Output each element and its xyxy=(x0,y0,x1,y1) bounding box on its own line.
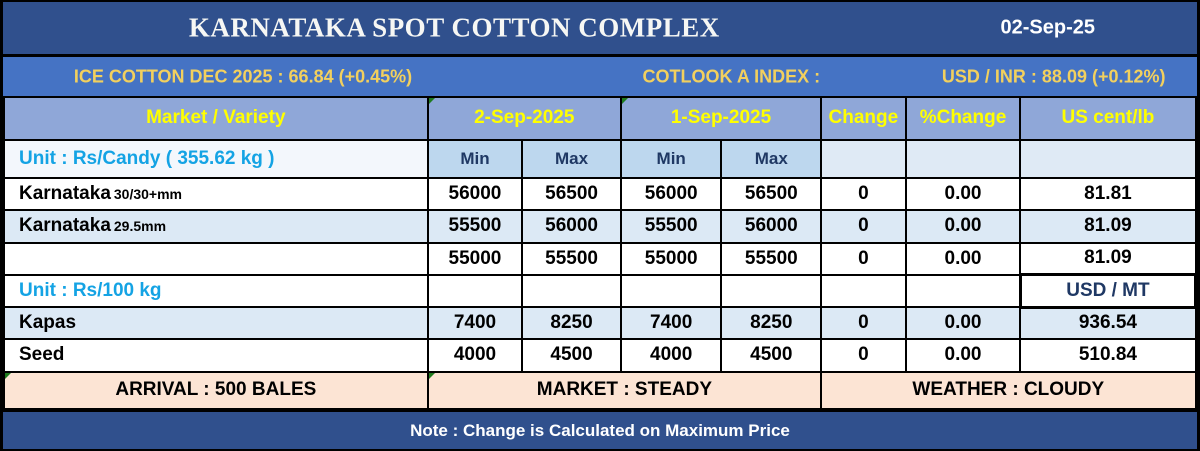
percent-change-cell: 0.00 xyxy=(904,209,1022,244)
price-cell: 55500 xyxy=(619,209,723,244)
price-cell: 4000 xyxy=(619,338,723,373)
change-cell: 0 xyxy=(820,209,907,244)
ticker-bar: ICE COTTON DEC 2025 : 66.84 (+0.45%) COT… xyxy=(3,57,1197,96)
header-market-variety: Market / Variety xyxy=(3,96,429,141)
empty-cell xyxy=(904,138,1022,180)
empty-cell xyxy=(521,273,622,309)
price-cell: 55500 xyxy=(720,241,823,276)
us-cent-cell: 81.09 xyxy=(1019,209,1197,244)
price-table: Market / Variety 2-Sep-2025 1-Sep-2025 C… xyxy=(3,96,1198,410)
price-cell: 7400 xyxy=(426,306,524,341)
price-cell: 56500 xyxy=(521,177,622,212)
market-label: Karnataka 29.5mm xyxy=(3,209,429,244)
empty-cell xyxy=(1019,138,1197,180)
header-change: Change xyxy=(820,96,907,141)
market-spec: 30/30+mm xyxy=(113,186,182,203)
header-percent-change: %Change xyxy=(904,96,1022,141)
empty-cell xyxy=(820,138,907,180)
min-header: Min xyxy=(619,138,723,180)
price-cell: 56000 xyxy=(720,209,823,244)
price-cell: 56000 xyxy=(426,177,524,212)
weather-status: WEATHER : CLOUDY xyxy=(820,370,1197,410)
change-cell: 0 xyxy=(820,241,907,276)
market-label: Seed xyxy=(3,338,429,373)
price-cell: 56000 xyxy=(521,209,622,244)
market-name: Karnataka xyxy=(19,183,111,205)
price-cell: 55000 xyxy=(619,241,723,276)
percent-change-cell: 0.00 xyxy=(904,306,1022,341)
unit-100kg-label: Unit : Rs/100 kg xyxy=(3,273,429,309)
market-spec: 29.5mm xyxy=(113,218,167,235)
us-cent-cell: 510.84 xyxy=(1019,338,1197,373)
change-cell: 0 xyxy=(820,338,907,373)
empty-cell xyxy=(619,273,723,309)
cotlook-index-label: COTLOOK A INDEX : xyxy=(642,66,821,86)
table-row: Karnataka 30/30+mm 56000 56500 56000 5650… xyxy=(3,177,1197,212)
ice-cotton-quote: ICE COTTON DEC 2025 : 66.84 (+0.45%) xyxy=(73,66,413,86)
change-cell: 0 xyxy=(820,177,907,212)
market-name: Karnataka xyxy=(19,215,111,237)
note-text: Note : Change is Calculated on Maximum P… xyxy=(410,420,790,440)
table-row: Kapas 7400 8250 7400 8250 0 0.00 936.54 xyxy=(3,306,1197,341)
unit-candy-label: Unit : Rs/Candy ( 355.62 kg ) xyxy=(3,138,429,180)
us-cent-cell: 936.54 xyxy=(1019,306,1197,341)
percent-change-cell: 0.00 xyxy=(904,177,1022,212)
price-cell: 55500 xyxy=(521,241,622,276)
redacted-market-cell xyxy=(3,241,429,276)
us-cent-cell: 81.81 xyxy=(1019,177,1197,212)
header-us-cent-lb: US cent/lb xyxy=(1019,96,1197,141)
header-date-previous: 1-Sep-2025 xyxy=(619,96,823,141)
page-title: KARNATAKA SPOT COTTON COMPLEX xyxy=(188,12,720,43)
price-cell: 56000 xyxy=(619,177,723,212)
unit-candy-row: Unit : Rs/Candy ( 355.62 kg ) Min Max Mi… xyxy=(3,138,1197,180)
price-cell: 8250 xyxy=(720,306,823,341)
price-cell: 55500 xyxy=(426,209,524,244)
note-bar: Note : Change is Calculated on Maximum P… xyxy=(3,410,1197,449)
status-row: ARRIVAL : 500 BALES MARKET : STEADY WEAT… xyxy=(3,370,1197,410)
market-label: Kapas xyxy=(3,306,429,341)
usd-inr-quote: USD / INR : 88.09 (+0.12%) xyxy=(941,66,1166,86)
usd-mt-header: USD / MT xyxy=(1018,273,1198,309)
table-row: Karnataka 29.5mm 55500 56000 55500 56000 … xyxy=(3,209,1197,244)
percent-change-cell: 0.00 xyxy=(904,338,1022,373)
change-cell: 0 xyxy=(820,306,907,341)
price-cell: 4500 xyxy=(521,338,622,373)
report-date: 02-Sep-25 xyxy=(1000,16,1096,39)
unit-100kg-row: Unit : Rs/100 kg USD / MT xyxy=(3,273,1198,309)
max-header: Max xyxy=(720,138,823,180)
empty-cell xyxy=(426,273,524,309)
empty-cell xyxy=(904,273,1022,309)
us-cent-cell: 81.09 xyxy=(1019,241,1197,276)
price-cell: 55000 xyxy=(426,241,524,276)
price-cell: 4500 xyxy=(720,338,823,373)
title-bar: KARNATAKA SPOT COTTON COMPLEX 02-Sep-25 xyxy=(3,2,1197,57)
table-row: Seed 4000 4500 4000 4500 0 0.00 510.84 xyxy=(3,338,1197,373)
empty-cell xyxy=(720,273,823,309)
column-header-row: Market / Variety 2-Sep-2025 1-Sep-2025 C… xyxy=(3,96,1197,141)
table-row: 55000 55500 55000 55500 0 0.00 81.09 xyxy=(3,241,1197,276)
price-cell: 4000 xyxy=(426,338,524,373)
arrival-status: ARRIVAL : 500 BALES xyxy=(3,370,429,410)
market-name: Kapas xyxy=(19,312,77,334)
header-date-current: 2-Sep-2025 xyxy=(426,96,622,141)
market-label: Karnataka 30/30+mm xyxy=(3,177,429,212)
price-cell: 7400 xyxy=(619,306,723,341)
max-header: Max xyxy=(521,138,622,180)
percent-change-cell: 0.00 xyxy=(904,241,1022,276)
min-header: Min xyxy=(426,138,524,180)
market-name: Seed xyxy=(19,344,65,366)
price-cell: 8250 xyxy=(521,306,622,341)
empty-cell xyxy=(820,273,907,309)
market-status: MARKET : STEADY xyxy=(426,370,823,410)
price-cell: 56500 xyxy=(720,177,823,212)
